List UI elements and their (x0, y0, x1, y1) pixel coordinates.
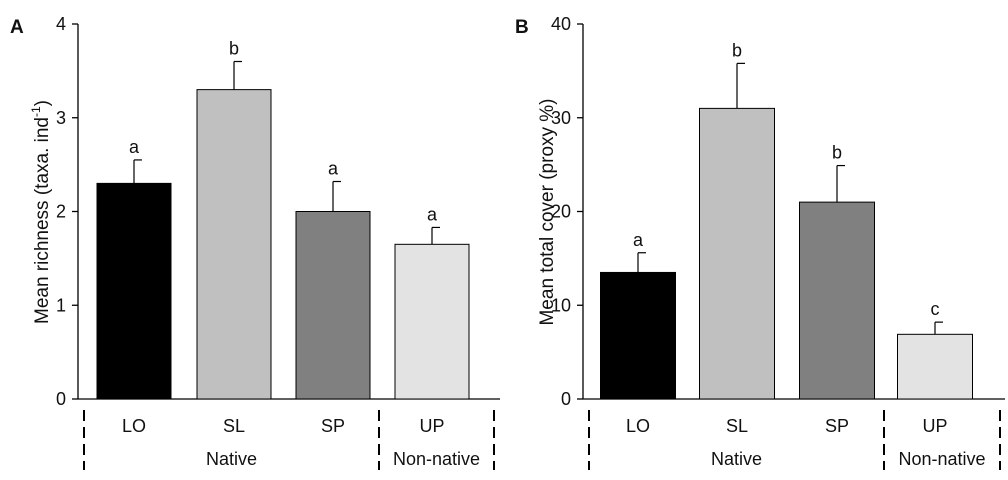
panel-b-category-label: UP (922, 416, 947, 436)
panel-b-bar-sl (699, 107, 775, 400)
panel-a-bar-lo (96, 182, 172, 400)
panel-a-bar-up (394, 243, 470, 400)
panel-a-y-axis-title: Mean richness (taxa. ind-1) (29, 100, 53, 324)
panel-b-group-labels: Native Non-native (588, 410, 1001, 470)
panel-b-category-label: LO (626, 416, 650, 436)
panel-b-y-ticks: 0 10 20 30 40 (551, 14, 583, 409)
panel-a-y-tick-label: 2 (56, 202, 66, 222)
panel-b-cover: B Mean total cover (proxy %) 0 10 20 30 40 a… (515, 14, 1005, 470)
panel-a-y-ticks: 0 1 2 3 4 (56, 14, 78, 409)
panel-b-significance-letter: a (633, 230, 644, 250)
panel-b-significance-letter: c (931, 299, 940, 319)
panel-a-category-label: UP (419, 416, 444, 436)
panel-b-bar-up (897, 333, 973, 400)
panel-b-error-bars (637, 62, 943, 335)
panel-a-letter: A (10, 17, 24, 38)
panel-a-group-label-native: Native (206, 449, 257, 469)
panel-a-bar-sl (196, 89, 272, 400)
panel-a-category-label: SL (223, 416, 245, 436)
panel-b-bar-sp (799, 201, 875, 400)
panel-a-significance-letter: a (427, 204, 438, 224)
panel-b-y-tick-label: 0 (561, 389, 571, 409)
panel-a-bars (96, 89, 470, 400)
panel-a-y-tick-label: 0 (56, 389, 66, 409)
panel-a-category-label: SP (321, 416, 345, 436)
panel-b-group-label-non-native: Non-native (898, 449, 985, 469)
panel-a-y-tick-label: 1 (56, 295, 66, 315)
panel-b-category-labels: LO SL SP UP (626, 416, 948, 436)
panel-a-significance-letter: a (129, 137, 140, 157)
panel-a-significance-letter: a (328, 159, 339, 179)
panel-a-y-tick-label: 3 (56, 108, 66, 128)
panel-a-significance-letters: a b a a (129, 39, 438, 225)
panel-b-category-label: SL (726, 416, 748, 436)
panel-b-y-tick-label: 40 (551, 14, 571, 34)
panel-b-bars (600, 107, 973, 400)
panel-a-error-bars (133, 60, 440, 245)
panel-b-significance-letters: a b b c (633, 40, 940, 319)
panel-a-group-labels: Native Non-native (83, 410, 495, 470)
panel-a-category-label: LO (122, 416, 146, 436)
panel-a-group-label-non-native: Non-native (393, 449, 480, 469)
panel-b-y-tick-label: 30 (551, 108, 571, 128)
panel-a-significance-letter: b (229, 39, 239, 59)
panel-b-significance-letter: b (732, 40, 742, 60)
panel-b-letter: B (515, 17, 529, 38)
panel-b-bar-lo (600, 271, 676, 400)
panel-b-group-label-native: Native (711, 449, 762, 469)
panel-a-category-labels: LO SL SP UP (122, 416, 445, 436)
panel-a-bar-sp (295, 211, 371, 400)
panel-b-category-label: SP (825, 416, 849, 436)
panel-b-significance-letter: b (832, 143, 842, 163)
panel-b-y-tick-label: 20 (551, 202, 571, 222)
panel-b-y-axis-title: Mean total cover (proxy %) (537, 98, 558, 325)
panel-a-y-tick-label: 4 (56, 14, 66, 34)
panel-b-y-tick-label: 10 (551, 295, 571, 315)
